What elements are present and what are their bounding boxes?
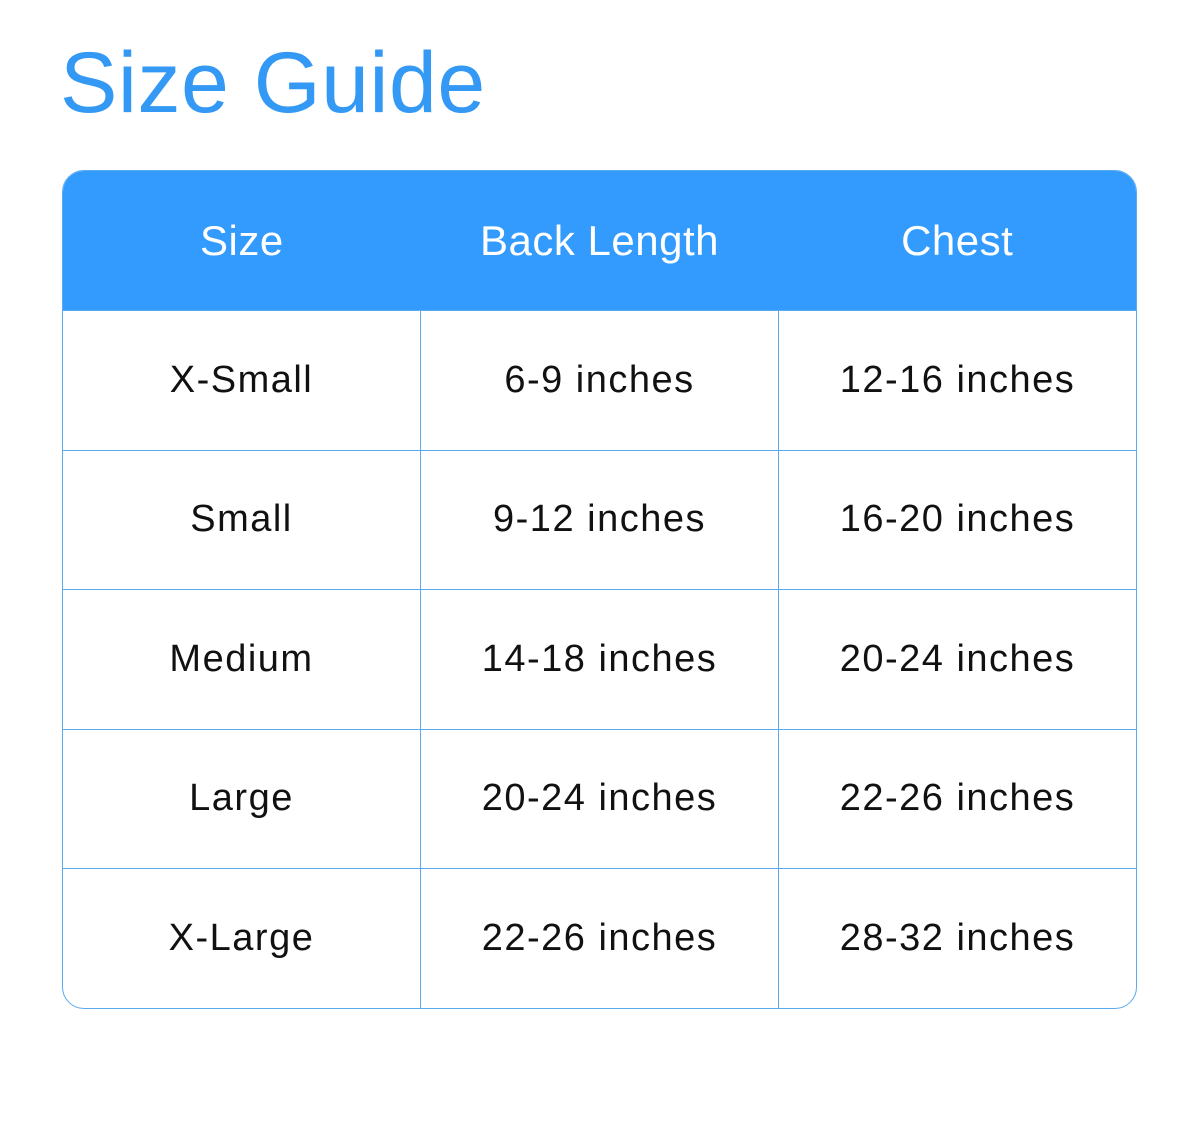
header-chest: Chest bbox=[901, 216, 1014, 264]
cell-back-length: 6-9 inches bbox=[420, 311, 778, 450]
cell-chest: 20-24 inches bbox=[778, 590, 1136, 729]
cell-size: Large bbox=[189, 777, 294, 820]
table-row: X-Small 6-9 inches 12-16 inches bbox=[63, 310, 1136, 450]
cell-chest: 12-16 inches bbox=[778, 311, 1136, 450]
table-row: Medium 14-18 inches 20-24 inches bbox=[63, 589, 1136, 729]
cell-back-length: 9-12 inches bbox=[420, 450, 778, 589]
table-row: Small 9-12 inches 16-20 inches bbox=[63, 449, 1136, 589]
cell-back-length: 22-26 inches bbox=[420, 869, 778, 1008]
cell-back-length: 14-18 inches bbox=[420, 590, 778, 729]
header-back-length: Back Length bbox=[480, 216, 720, 264]
cell-chest: 28-32 inches bbox=[778, 869, 1136, 1008]
page-title: Size Guide bbox=[60, 35, 486, 131]
size-table: Size Back Length Chest X-Small 6-9 inches… bbox=[62, 170, 1137, 1009]
header-size: Size bbox=[199, 216, 284, 264]
table-row: X-Large 22-26 inches 28-32 inches bbox=[63, 868, 1136, 1008]
cell-back-length: 20-24 inches bbox=[420, 729, 778, 868]
cell-size: Medium bbox=[169, 637, 314, 680]
cell-chest: 16-20 inches bbox=[778, 450, 1136, 589]
cell-chest: 22-26 inches bbox=[778, 729, 1136, 868]
cell-size: X-Small bbox=[169, 358, 314, 401]
cell-size: X-Large bbox=[168, 916, 315, 959]
table-row: Large 20-24 inches 22-26 inches bbox=[63, 728, 1136, 868]
table-header: Size Back Length Chest bbox=[63, 171, 1136, 310]
cell-size: Small bbox=[190, 498, 293, 541]
